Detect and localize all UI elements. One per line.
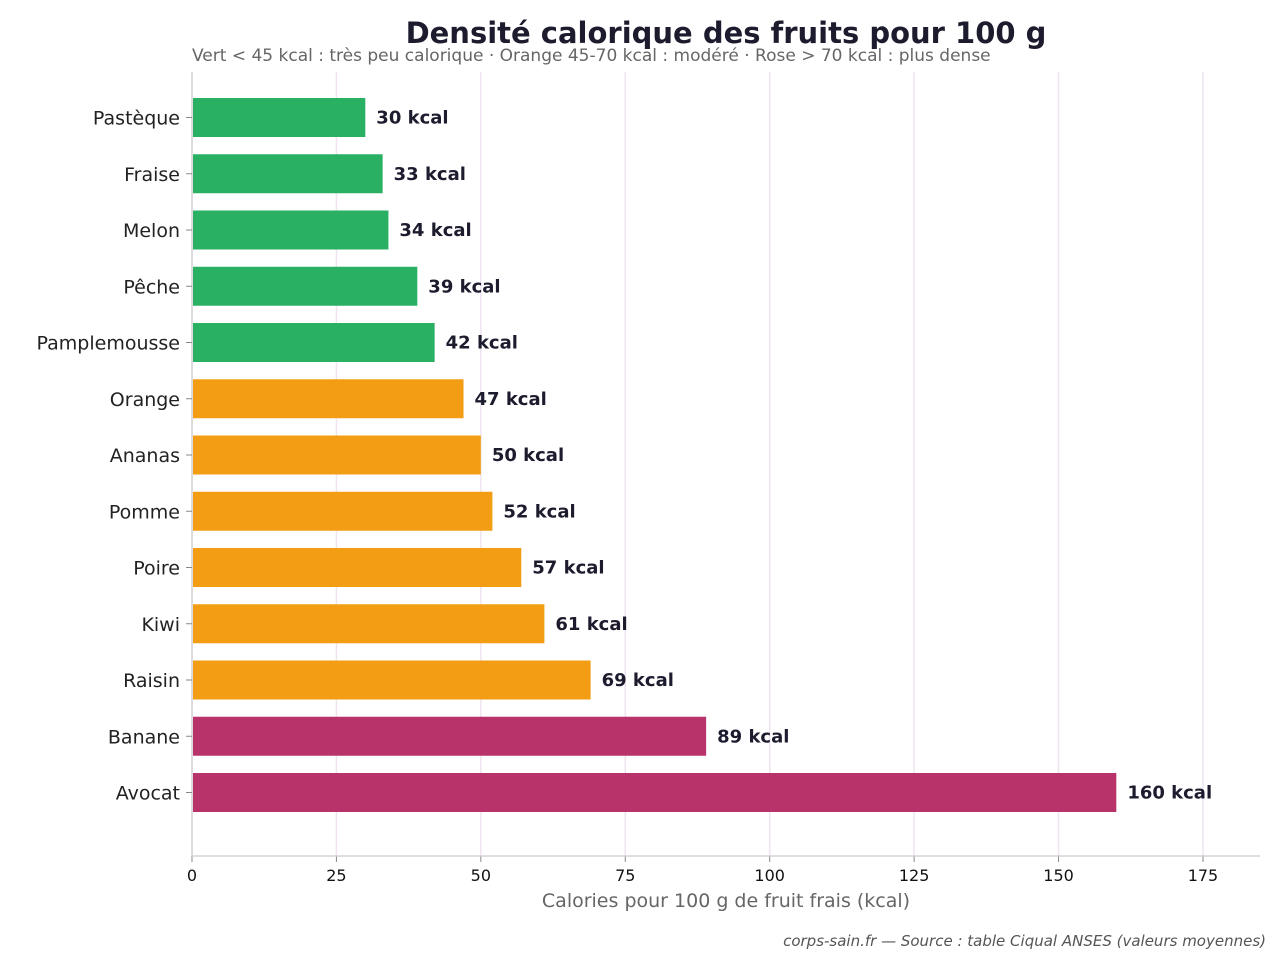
x-tick-label: 50 — [471, 866, 491, 885]
axes: 0 25 50 75 100 125 150 175 — [186, 72, 1260, 885]
bar-3 — [193, 266, 418, 306]
bar-10 — [193, 660, 591, 700]
bar-11 — [193, 716, 707, 756]
value-label: 57 kcal — [532, 558, 604, 579]
value-label: 39 kcal — [428, 276, 500, 297]
value-label: 160 kcal — [1127, 783, 1212, 804]
category-label: Avocat — [116, 783, 180, 805]
bar-8 — [193, 548, 522, 587]
category-label: Melon — [123, 220, 180, 242]
category-label: Raisin — [123, 670, 180, 692]
bar-0 — [193, 98, 366, 137]
value-label: 47 kcal — [475, 389, 547, 410]
value-label: 42 kcal — [446, 333, 518, 354]
value-label: 30 kcal — [376, 108, 448, 129]
value-label: 89 kcal — [717, 726, 789, 747]
x-tick-label: 75 — [615, 866, 635, 885]
bar-7 — [193, 491, 493, 531]
source-note: corps-sain.fr — Source : table Ciqual AN… — [783, 932, 1266, 950]
chart-subtitle: Vert < 45 kcal : très peu calorique · Or… — [192, 46, 991, 66]
bar-5 — [193, 379, 464, 419]
x-tick-label: 150 — [1043, 866, 1074, 885]
value-label: 34 kcal — [399, 220, 471, 241]
x-tick-label: 100 — [754, 866, 785, 885]
x-tick-label: 25 — [326, 866, 346, 885]
bar-2 — [193, 210, 389, 250]
value-label: 50 kcal — [492, 445, 564, 466]
category-label: Poire — [133, 558, 180, 580]
category-label: Orange — [110, 389, 180, 411]
category-label: Fraise — [124, 164, 180, 186]
value-label: 33 kcal — [394, 164, 466, 185]
bar-6 — [193, 435, 481, 475]
x-tick-label: 125 — [899, 866, 930, 885]
category-label: Kiwi — [141, 614, 180, 636]
category-label: Pomme — [109, 501, 180, 523]
category-label: Pastèque — [93, 108, 180, 130]
bar-1 — [193, 154, 383, 194]
bar-9 — [193, 604, 545, 644]
category-label: Ananas — [110, 445, 180, 467]
value-label: 69 kcal — [602, 670, 674, 691]
bar-4 — [193, 323, 435, 362]
category-label: Pamplemousse — [37, 333, 180, 355]
category-label: Pêche — [123, 276, 180, 298]
value-label: 52 kcal — [503, 501, 575, 522]
value-label: 61 kcal — [555, 614, 627, 635]
bars: Pastèque 30 kcal Fraise 33 kcal Melon 34 kcal… — [37, 98, 1212, 812]
x-axis-label: Calories pour 100 g de fruit frais (kcal… — [542, 890, 910, 912]
category-label: Banane — [108, 726, 180, 748]
bar-12 — [193, 773, 1117, 812]
chart-title: Densité calorique des fruits pour 100 g — [406, 16, 1047, 50]
x-tick-label: 175 — [1188, 866, 1219, 885]
x-tick-label: 0 — [187, 866, 197, 885]
